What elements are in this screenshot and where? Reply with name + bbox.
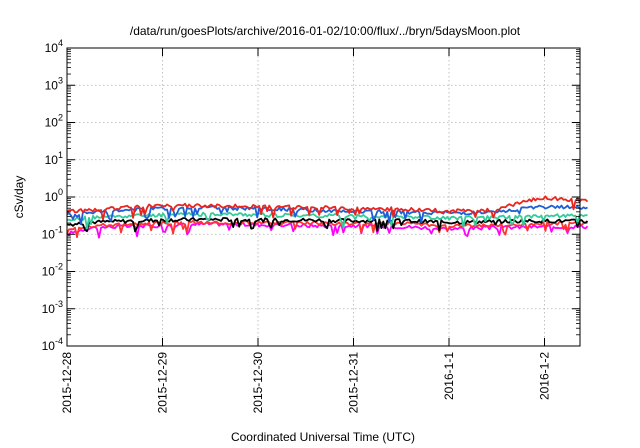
y-tick-label: 101 <box>45 150 63 167</box>
y-tick-base: 10 <box>45 153 59 167</box>
x-tick-label: 2015-12-28 <box>60 352 74 414</box>
y-tick-label: 10-1 <box>42 224 63 241</box>
y-tick-base: 10 <box>45 41 59 55</box>
series-line <box>66 219 588 239</box>
y-tick-base: 10 <box>45 78 59 92</box>
y-tick-exponent: 1 <box>58 150 63 160</box>
y-tick-exponent: -4 <box>55 336 63 346</box>
y-tick-exponent: 2 <box>58 113 63 123</box>
y-tick-label: 10-4 <box>42 336 63 353</box>
y-tick-label: 10-2 <box>42 262 63 279</box>
y-tick-exponent: -1 <box>55 224 63 234</box>
series-line <box>66 195 589 221</box>
y-tick-base: 10 <box>42 302 56 316</box>
y-tick-exponent: -2 <box>55 262 63 272</box>
y-tick-exponent: 0 <box>58 187 63 197</box>
y-tick-base: 10 <box>42 265 56 279</box>
y-tick-exponent: 3 <box>58 75 63 85</box>
series-lines <box>66 195 589 239</box>
series-line <box>66 204 588 226</box>
y-tick-label: 102 <box>45 113 63 130</box>
x-axis-ticks: 2015-12-28 2015-12-29 2015-12-30 2015-12-31… <box>60 48 552 413</box>
y-axis-label: cSv/day <box>12 176 26 219</box>
y-tick-base: 10 <box>45 190 59 204</box>
chart-title: /data/run/goesPlots/archive/2016-01-02/1… <box>130 24 521 38</box>
series-line <box>66 216 589 233</box>
x-tick-label: 2015-12-31 <box>347 352 361 414</box>
y-tick-base: 10 <box>42 227 56 241</box>
y-tick-label: 103 <box>45 75 63 92</box>
y-tick-exponent: 4 <box>58 38 63 48</box>
y-tick-base: 10 <box>42 339 56 353</box>
y-tick-exponent: -3 <box>55 299 63 309</box>
x-tick-label: 2015-12-29 <box>156 352 170 414</box>
y-tick-label: 10-3 <box>42 299 63 316</box>
x-tick-label: 2016-1-1 <box>442 352 456 400</box>
x-axis-label: Coordinated Universal Time (UTC) <box>231 430 415 444</box>
x-tick-label: 2015-12-30 <box>251 352 265 414</box>
x-tick-label: 2016-1-2 <box>538 352 552 400</box>
series-line <box>66 211 588 230</box>
y-tick-base: 10 <box>45 116 59 130</box>
y-tick-label: 100 <box>45 187 63 204</box>
grid-lines <box>67 48 580 346</box>
y-tick-label: 104 <box>45 38 63 55</box>
